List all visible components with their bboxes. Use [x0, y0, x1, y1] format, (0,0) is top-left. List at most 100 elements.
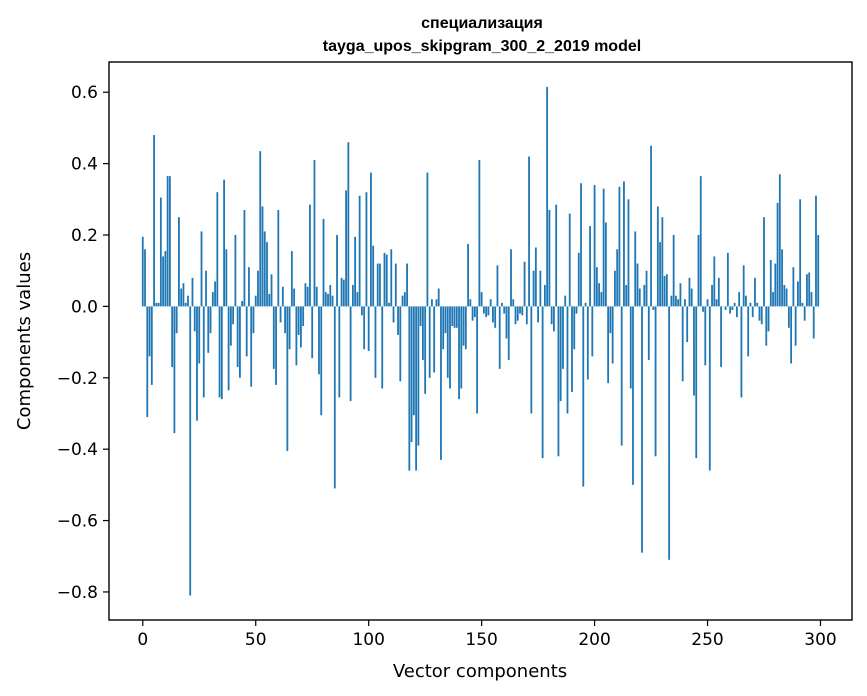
bar	[455, 306, 458, 328]
bar	[288, 306, 291, 350]
bar	[164, 251, 167, 307]
y-tick-label: 0.4	[71, 155, 98, 175]
bar	[309, 204, 311, 307]
bar	[661, 217, 664, 307]
bar	[796, 281, 799, 307]
bar	[665, 274, 668, 307]
bar	[245, 306, 248, 357]
bar	[695, 306, 698, 459]
bar	[717, 277, 720, 307]
bar	[358, 195, 361, 307]
bar	[453, 306, 456, 328]
x-tick-label: 300	[804, 630, 836, 650]
x-tick-label: 200	[578, 630, 610, 650]
bar	[487, 306, 490, 316]
bar	[534, 247, 537, 307]
bar	[557, 306, 560, 457]
bar	[677, 299, 680, 307]
bar	[747, 306, 750, 357]
bar	[374, 306, 377, 378]
bar	[668, 306, 671, 560]
bar	[451, 306, 454, 327]
bar	[532, 270, 535, 307]
bar	[656, 206, 659, 307]
x-tick-label: 250	[691, 630, 723, 650]
bar	[503, 306, 506, 314]
bar	[302, 306, 305, 327]
bar	[370, 172, 372, 307]
bar	[801, 302, 804, 307]
bar	[735, 306, 738, 318]
bar	[166, 176, 169, 307]
bar	[286, 306, 289, 451]
bar	[471, 306, 474, 321]
bar	[207, 306, 210, 353]
bar	[266, 242, 268, 307]
x-axis-label: Vector components	[393, 661, 567, 682]
bar	[146, 306, 149, 418]
bar	[363, 306, 366, 350]
bar	[568, 213, 571, 307]
bar	[550, 306, 553, 325]
bar	[268, 293, 271, 307]
bar	[327, 293, 329, 307]
bar	[754, 277, 756, 307]
bar	[171, 306, 174, 368]
bar	[643, 284, 646, 307]
bar	[699, 176, 702, 307]
bar	[401, 295, 404, 307]
bar	[284, 306, 286, 334]
bar	[424, 306, 427, 394]
bar	[792, 267, 795, 307]
y-tick-label: −0.4	[57, 440, 98, 460]
bar	[399, 306, 402, 382]
bar	[390, 249, 393, 307]
y-tick-label: −0.6	[57, 512, 98, 532]
bar	[548, 210, 551, 307]
y-tick-label: −0.8	[57, 583, 98, 603]
bar	[670, 295, 673, 307]
bar	[516, 306, 519, 321]
bar	[243, 210, 246, 307]
bar	[214, 281, 216, 307]
bar	[333, 306, 336, 489]
bar	[306, 286, 309, 307]
bar	[537, 306, 540, 323]
bar	[198, 306, 201, 364]
bar	[562, 306, 564, 369]
bar	[765, 306, 768, 346]
bar	[345, 190, 347, 307]
bar	[431, 299, 433, 307]
bar	[652, 306, 655, 310]
bar	[614, 270, 616, 307]
bar	[686, 306, 689, 343]
bar	[385, 254, 388, 307]
bar	[726, 252, 729, 307]
bar	[261, 206, 264, 307]
bar	[530, 306, 533, 414]
bar	[295, 306, 298, 366]
bar	[367, 306, 370, 352]
bar	[794, 306, 797, 346]
bar	[218, 306, 221, 398]
bar	[191, 277, 194, 307]
bar	[159, 197, 162, 307]
bar	[220, 306, 223, 400]
bar	[351, 284, 354, 307]
bar	[227, 306, 230, 391]
bar	[645, 270, 648, 307]
bar	[625, 284, 628, 307]
bar	[559, 306, 562, 401]
bar	[293, 288, 296, 307]
bar	[236, 306, 239, 368]
bar	[611, 306, 614, 364]
bar	[383, 252, 386, 307]
bar	[202, 306, 205, 398]
bar	[812, 306, 815, 339]
y-tick-label: 0.2	[71, 226, 98, 246]
bar	[153, 135, 155, 307]
bar	[803, 306, 806, 321]
bar	[408, 306, 411, 471]
bar	[421, 306, 424, 360]
